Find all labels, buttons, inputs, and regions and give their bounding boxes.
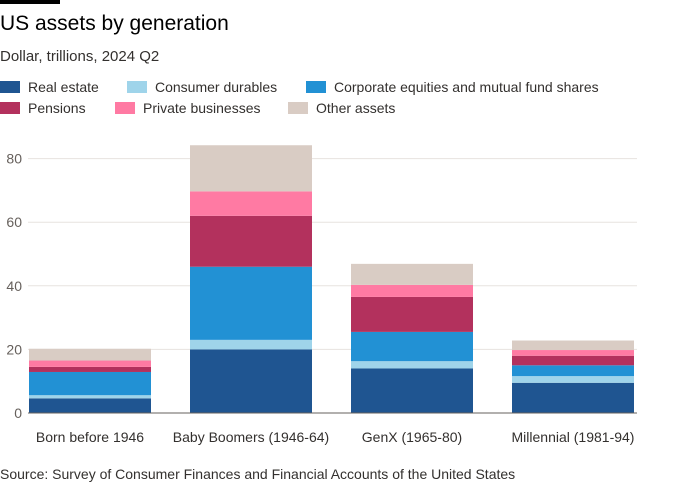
legend-label: Corporate equities and mutual fund share… [334, 79, 599, 95]
bar-segment [351, 361, 473, 369]
legend-swatch [0, 102, 20, 114]
bar-segment [29, 398, 151, 413]
chart-subtitle: Dollar, trillions, 2024 Q2 [0, 48, 160, 65]
x-tick-label: Born before 1946 [36, 429, 144, 445]
legend-item-real-estate: Real estate [0, 79, 99, 95]
legend-label: Consumer durables [155, 79, 278, 95]
legend-swatch [115, 102, 135, 114]
bar-segment [351, 263, 473, 285]
legend-item-pensions: Pensions [0, 100, 86, 116]
bar-segment [190, 191, 312, 216]
bar-segment [190, 339, 312, 350]
legend-item-equities: Corporate equities and mutual fund share… [306, 79, 599, 95]
legend-swatch [306, 81, 326, 93]
legend-swatch [127, 81, 147, 93]
bar-segment [351, 368, 473, 413]
bar-segment [29, 366, 151, 372]
source-note: Source: Survey of Consumer Finances and … [0, 466, 516, 482]
legend-swatch [288, 102, 308, 114]
legend-label: Real estate [28, 79, 99, 95]
y-tick-label: 0 [14, 405, 22, 421]
bar-segment [190, 145, 312, 192]
bar-segment [29, 348, 151, 361]
x-tick-label: GenX (1965-80) [362, 429, 462, 445]
bar-segment [190, 266, 312, 340]
legend-item-other-assets: Other assets [288, 100, 395, 116]
bar-segment [190, 349, 312, 413]
bar-segment [351, 296, 473, 332]
bar-segment [512, 365, 634, 377]
bar-segment [29, 360, 151, 367]
bar-segment [512, 340, 634, 351]
x-tick-label: Baby Boomers (1946-64) [173, 429, 329, 445]
brand-bar [0, 0, 60, 4]
stacked-bar-chart: 0 20 40 60 80 Born before 1946 Baby Boomers (1… [6, 145, 637, 445]
legend-label: Other assets [316, 100, 396, 116]
legend-swatch [0, 81, 20, 93]
y-tick-label: 20 [6, 341, 22, 357]
y-tick-label: 80 [6, 151, 22, 167]
bar-segment [190, 215, 312, 267]
legend-item-consumer-durables: Consumer durables [127, 79, 277, 95]
bar-segment [351, 284, 473, 297]
y-tick-label: 40 [6, 278, 22, 294]
legend-item-private-businesses: Private businesses [115, 100, 261, 116]
legend-label: Pensions [28, 100, 86, 116]
y-tick-label: 60 [6, 214, 22, 230]
bar-segment [29, 371, 151, 396]
chart-title: US assets by generation [0, 12, 229, 35]
bar-segment [512, 382, 634, 413]
bar-segment [512, 355, 634, 366]
x-tick-label: Millennial (1981-94) [512, 429, 635, 445]
legend-label: Private businesses [143, 100, 261, 116]
bar-segment [29, 395, 151, 399]
bar-segment [512, 350, 634, 356]
bar-segment [512, 376, 634, 383]
bar-segment [351, 331, 473, 362]
